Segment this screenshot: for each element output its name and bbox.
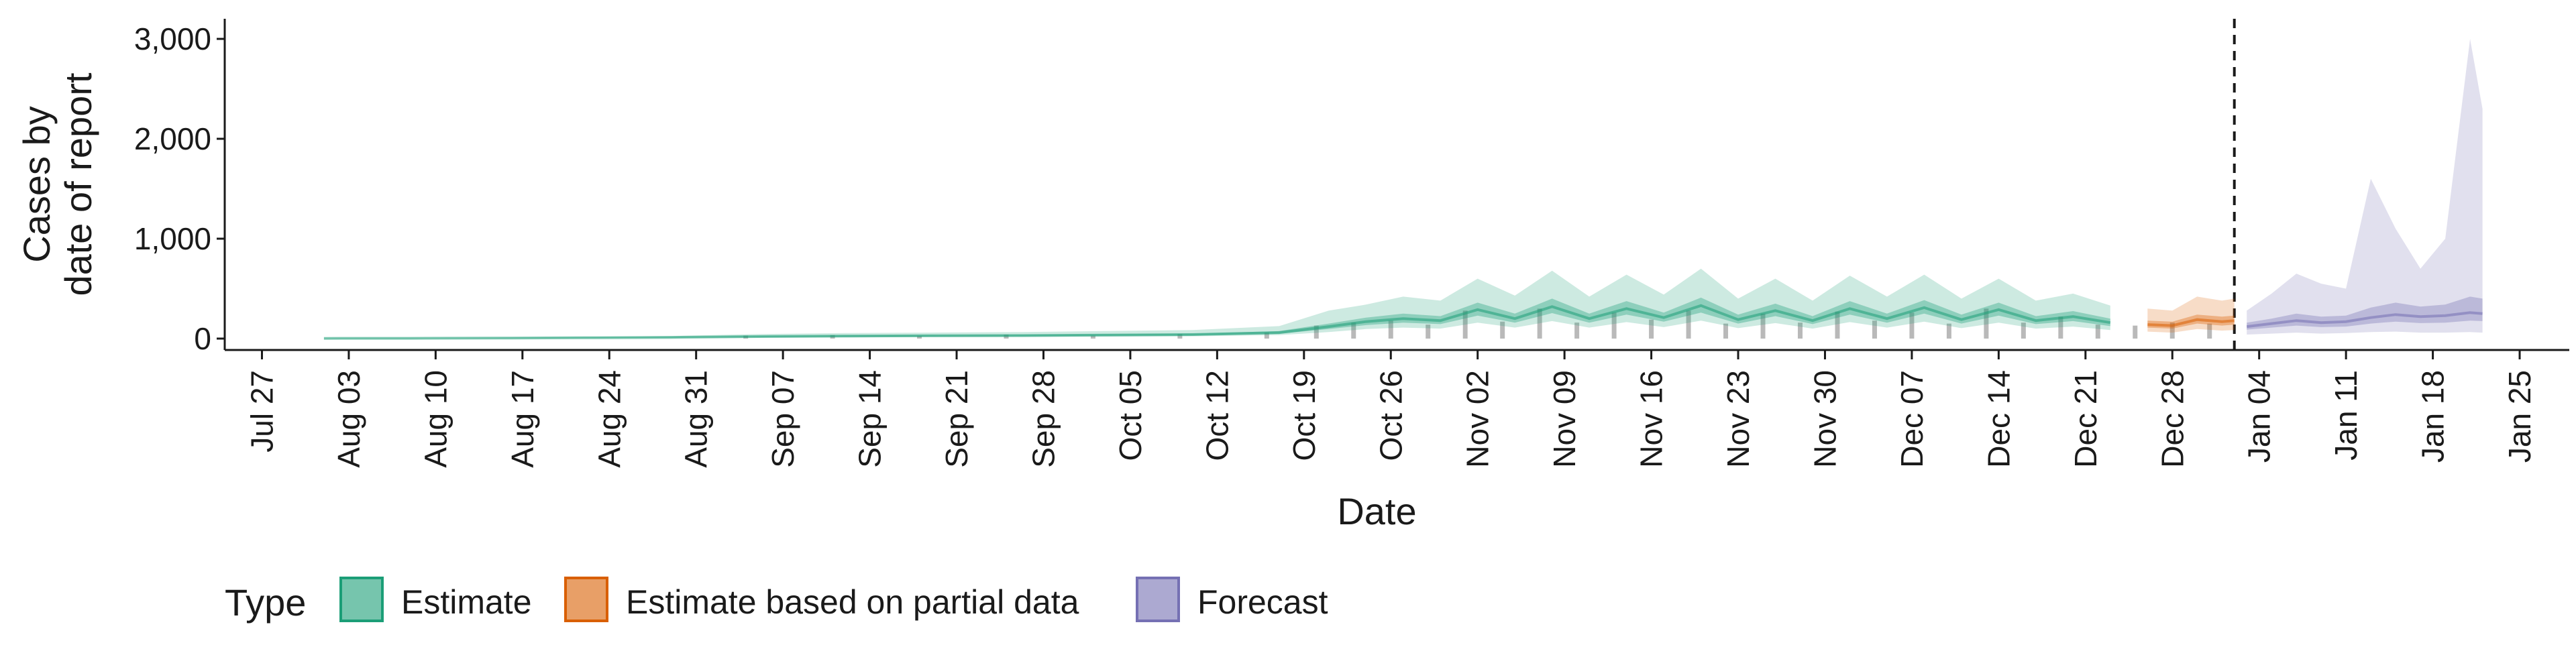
observed-bar	[1574, 322, 1580, 339]
x-tick-label: Aug 10	[418, 370, 453, 468]
x-tick-label: Aug 03	[331, 370, 366, 468]
observed-bar	[1351, 322, 1356, 339]
observed-bar	[1872, 320, 1877, 339]
data-layer	[323, 39, 2483, 340]
observed-bar	[1537, 308, 1542, 339]
x-tick-label: Jan 18	[2416, 370, 2451, 463]
observed-bar	[1984, 308, 1989, 339]
legend-swatch	[1136, 577, 1180, 622]
forecast-90-band	[2247, 39, 2483, 335]
observed-bar	[1388, 320, 1393, 339]
x-tick-label: Oct 26	[1373, 370, 1408, 461]
legend: Type Estimate Estimate based on partial da…	[225, 577, 1328, 624]
x-tick-label: Nov 23	[1721, 370, 1756, 468]
observed-bar	[2169, 322, 2175, 339]
observed-bar	[917, 336, 922, 339]
estimate-median-line	[323, 304, 2111, 340]
forecast-median-line	[2246, 311, 2483, 329]
y-axis-title-line: date of report	[57, 72, 99, 296]
y-tick-label: 1,000	[134, 221, 211, 256]
observed-bar	[2058, 316, 2063, 339]
observed-bar	[1686, 310, 1691, 339]
x-tick-label: Jul 27	[244, 370, 279, 453]
legend-swatch	[339, 577, 384, 622]
observed-bar	[2095, 325, 2100, 339]
x-tick-label: Jan 25	[2502, 370, 2537, 463]
x-tick-label: Dec 21	[2068, 370, 2103, 468]
x-tick-label: Sep 07	[765, 370, 800, 468]
observed-bar	[1500, 321, 1505, 339]
observed-bar	[1723, 323, 1729, 339]
observed-bar	[1313, 325, 1319, 339]
x-axis-title: Date	[1337, 490, 1416, 532]
x-tick-label: Nov 30	[1807, 370, 1842, 468]
y-tick-label: 3,000	[134, 21, 211, 56]
x-tick-label: Dec 07	[1894, 370, 1929, 468]
y-axis-title: Cases bydate of report	[15, 72, 99, 296]
observed-bar	[1797, 322, 1803, 339]
x-tick-label: Oct 05	[1113, 370, 1148, 461]
x-tick-label: Jan 11	[2328, 370, 2363, 461]
x-tick-label: Sep 28	[1026, 370, 1061, 468]
x-tick-label: Dec 14	[1981, 370, 2016, 468]
x-tick-label: Nov 09	[1547, 370, 1582, 468]
observed-bar	[1177, 334, 1183, 339]
legend-swatch	[564, 577, 608, 622]
x-tick-label: Jan 04	[2242, 370, 2277, 463]
observed-bar	[1760, 313, 1766, 339]
estimate-90-band	[323, 268, 2110, 339]
x-tick-label: Aug 17	[505, 370, 540, 468]
observed-bar	[1835, 311, 1840, 339]
observed-bar	[1426, 325, 1431, 339]
x-tick-label: Aug 24	[592, 370, 627, 468]
estimate-based-on-partial-data-90-band	[2147, 296, 2235, 333]
x-tick-label: Nov 02	[1460, 370, 1495, 468]
observed-bar	[1462, 310, 1468, 339]
x-tick-label: Oct 19	[1287, 370, 1322, 461]
observed-bar	[1946, 323, 1951, 339]
observed-bar	[2021, 322, 2026, 339]
x-tick-label: Sep 21	[939, 370, 974, 468]
x-tick-label: Dec 28	[2155, 370, 2190, 468]
legend-title: Type	[225, 581, 306, 624]
x-tick-label: Sep 14	[853, 370, 888, 468]
y-tick-label: 2,000	[134, 121, 211, 156]
x-tick-label: Oct 12	[1199, 370, 1234, 461]
y-axis-title-line: Cases by	[15, 106, 58, 262]
estimate-50-band	[323, 297, 2110, 339]
observed-bar	[1909, 312, 1915, 339]
y-tick-label: 0	[194, 321, 211, 356]
observed-bar	[2207, 323, 2212, 339]
observed-bar	[1611, 312, 1617, 339]
x-tick-label: Aug 31	[679, 370, 714, 468]
legend-label: Estimate	[401, 583, 532, 621]
axes-layer: 0 1,000 2,000 3,000 Jul 27 Aug 03 Aug 10 Aug 17…	[15, 19, 2569, 532]
observed-bar	[1649, 319, 1654, 339]
observed-bar	[2133, 325, 2138, 339]
observed-bar	[1090, 335, 1095, 339]
legend-label: Estimate based on partial data	[626, 583, 1079, 621]
legend-label: Forecast	[1197, 583, 1328, 621]
x-tick-label: Nov 16	[1634, 370, 1669, 468]
observed-bar	[1264, 333, 1269, 339]
estimate-based-on-partial-data-median-line	[2147, 318, 2235, 327]
